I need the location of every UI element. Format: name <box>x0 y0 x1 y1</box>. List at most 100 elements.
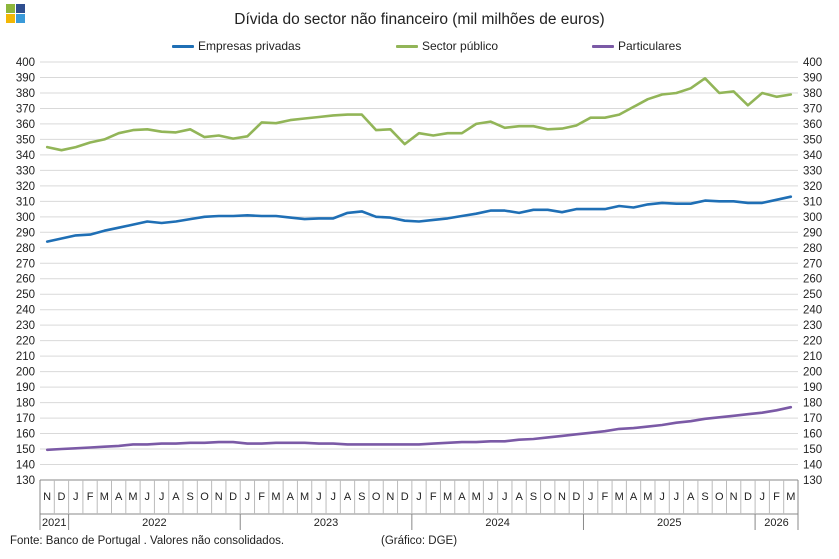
year-label: 2025 <box>657 517 681 529</box>
y-tick-label-left: 150 <box>16 444 35 456</box>
y-tick-label-left: 180 <box>16 398 35 410</box>
y-tick-label-right: 140 <box>803 460 822 472</box>
credit-note: (Gráfico: DGE) <box>381 535 458 547</box>
x-tick-label: F <box>87 491 94 503</box>
x-tick-label: A <box>630 491 638 503</box>
y-tick-label-left: 170 <box>16 413 35 425</box>
x-tick-label: J <box>245 491 251 503</box>
y-tick-label-left: 380 <box>16 88 35 100</box>
x-tick-label: D <box>57 491 65 503</box>
y-tick-label-left: 340 <box>16 150 35 162</box>
x-tick-label: J <box>145 491 151 503</box>
x-tick-label: D <box>229 491 237 503</box>
y-tick-label-left: 330 <box>16 165 35 177</box>
x-tick-label: N <box>215 491 223 503</box>
y-tick-label-right: 260 <box>803 274 822 286</box>
year-label: 2021 <box>42 517 66 529</box>
x-tick-label: A <box>344 491 352 503</box>
y-tick-label-left: 250 <box>16 289 35 301</box>
y-tick-label-right: 230 <box>803 320 822 332</box>
x-tick-label: J <box>488 491 494 503</box>
x-tick-label: J <box>159 491 165 503</box>
legend: Empresas privadas Sector público Particu… <box>0 39 839 55</box>
x-tick-label: M <box>128 491 137 503</box>
logo <box>6 4 26 24</box>
y-tick-label-right: 390 <box>803 72 822 84</box>
y-tick-label-right: 170 <box>803 413 822 425</box>
y-tick-label-right: 280 <box>803 243 822 255</box>
y-tick-label-left: 210 <box>16 351 35 363</box>
x-tick-label: S <box>358 491 365 503</box>
legend-label: Particulares <box>618 39 682 53</box>
x-tick-label: N <box>386 491 394 503</box>
x-tick-label: J <box>316 491 322 503</box>
x-tick-label: N <box>730 491 738 503</box>
y-tick-label-right: 160 <box>803 429 822 441</box>
gridlines <box>40 61 798 481</box>
legend-item-particulares: Particulares <box>592 39 681 53</box>
y-tick-label-left: 240 <box>16 305 35 317</box>
y-tick-label-left: 300 <box>16 212 35 224</box>
y-tick-label-right: 190 <box>803 382 822 394</box>
y-tick-label-left: 280 <box>16 243 35 255</box>
x-tick-label: M <box>615 491 624 503</box>
x-tick-label: O <box>543 491 552 503</box>
legend-swatch <box>172 44 194 48</box>
x-tick-label: O <box>372 491 381 503</box>
legend-item-empresas-privadas: Empresas privadas <box>172 39 301 53</box>
x-tick-label: M <box>100 491 109 503</box>
x-tick-label: A <box>458 491 466 503</box>
x-tick-label: J <box>73 491 79 503</box>
y-tick-label-right: 310 <box>803 196 822 208</box>
x-tick-label: M <box>300 491 309 503</box>
series-line-empresas-privadas <box>45 195 793 243</box>
x-tick-label: J <box>659 491 665 503</box>
x-tick-label: S <box>186 491 193 503</box>
x-tick-label: A <box>287 491 295 503</box>
y-tick-label-left: 190 <box>16 382 35 394</box>
x-tick-label: A <box>515 491 523 503</box>
legend-swatch <box>592 44 614 48</box>
y-tick-label-right: 270 <box>803 258 822 270</box>
x-tick-label: J <box>502 491 508 503</box>
y-tick-label-left: 310 <box>16 196 35 208</box>
x-tick-label: M <box>786 491 795 503</box>
x-tick-label: M <box>472 491 481 503</box>
y-tick-label-left: 390 <box>16 72 35 84</box>
x-tick-label: N <box>43 491 51 503</box>
y-axis-left: 130 140 150 160 170 180 190 200 210 220 230 240 250 2… <box>16 57 35 487</box>
y-tick-label-right: 250 <box>803 289 822 301</box>
y-axis-right: 130 140 150 160 170 180 190 200 210 220 230 240 250 2… <box>803 57 822 487</box>
y-tick-label-left: 320 <box>16 181 35 193</box>
y-tick-label-left: 350 <box>16 134 35 146</box>
x-tick-label: O <box>715 491 724 503</box>
y-tick-label-left: 270 <box>16 258 35 270</box>
y-tick-label-left: 370 <box>16 103 35 115</box>
x-tick-label: F <box>430 491 437 503</box>
x-tick-label: J <box>759 491 765 503</box>
x-tick-label: A <box>115 491 123 503</box>
y-tick-label-left: 230 <box>16 320 35 332</box>
y-tick-label-left: 360 <box>16 119 35 131</box>
y-tick-label-right: 370 <box>803 103 822 115</box>
x-tick-label: M <box>443 491 452 503</box>
y-tick-label-left: 140 <box>16 460 35 472</box>
x-tick-label: J <box>674 491 680 503</box>
x-tick-label: N <box>558 491 566 503</box>
legend-item-sector-publico: Sector público <box>396 39 498 53</box>
x-tick-label: D <box>401 491 409 503</box>
y-tick-label-right: 240 <box>803 305 822 317</box>
y-tick-label-right: 380 <box>803 88 822 100</box>
y-tick-label-right: 340 <box>803 150 822 162</box>
logo-square <box>6 4 15 13</box>
y-tick-label-left: 400 <box>16 57 35 69</box>
x-tick-label: D <box>744 491 752 503</box>
logo-square <box>16 14 25 23</box>
y-tick-label-right: 290 <box>803 227 822 239</box>
legend-label: Empresas privadas <box>198 39 301 53</box>
logo-square <box>16 4 25 13</box>
y-tick-label-left: 200 <box>16 367 35 379</box>
y-tick-label-left: 160 <box>16 429 35 441</box>
chart-title: Dívida do sector não financeiro (mil mil… <box>234 11 605 28</box>
